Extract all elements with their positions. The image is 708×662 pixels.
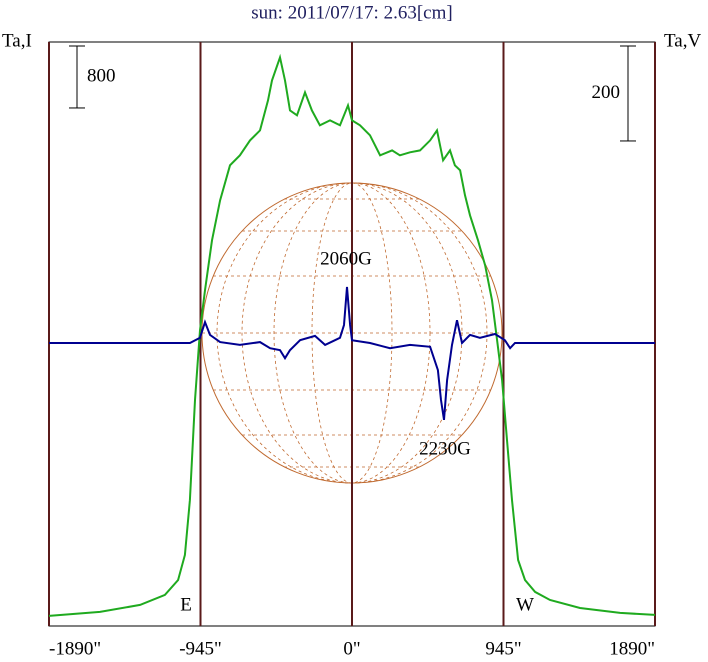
data-line: [49, 286, 655, 421]
data-line: [48, 53, 656, 617]
annotation: 2230G: [419, 438, 471, 459]
y-axis-label: Ta,I: [2, 30, 32, 51]
scale-bar-label: 200: [592, 82, 621, 103]
y2-axis-label: Ta,V: [664, 30, 701, 51]
annotation: W: [516, 594, 534, 615]
annotation: 2060G: [320, 248, 372, 269]
annotation: E: [180, 594, 192, 615]
x-tick-label: -945": [179, 638, 222, 659]
chart-title: sun: 2011/07/17: 2.63[cm]: [251, 2, 452, 23]
x-tick-label: 945": [485, 638, 521, 659]
x-tick-label: 1890": [609, 638, 655, 659]
scale-bar-label: 800: [87, 65, 116, 86]
x-tick-label: -1890": [49, 638, 101, 659]
x-tick-label: 0": [343, 638, 360, 659]
